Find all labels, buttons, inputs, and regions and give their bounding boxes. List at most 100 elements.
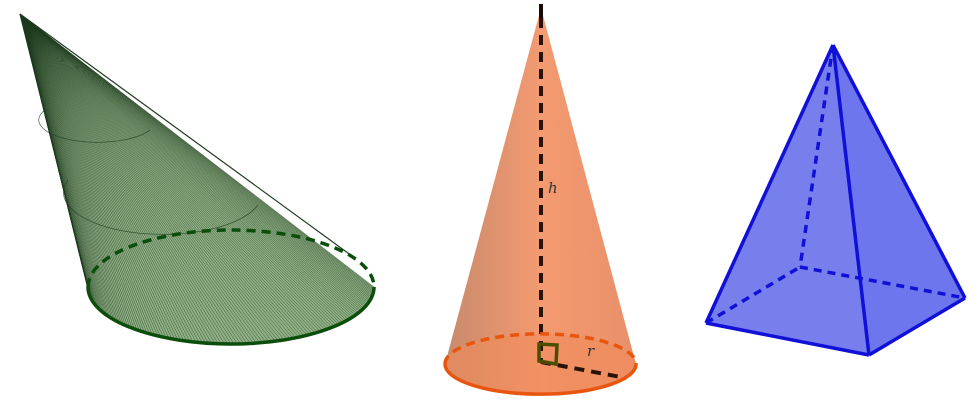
ruling-line xyxy=(19,13,363,310)
right-cone-radius xyxy=(540,360,627,380)
ruling-line xyxy=(19,13,179,340)
ruling-line xyxy=(19,13,297,338)
ruling-line xyxy=(19,13,161,337)
ruling-line xyxy=(19,13,235,345)
radius-label: r xyxy=(587,342,595,360)
ruling-line xyxy=(19,13,150,334)
ruling-line xyxy=(19,13,197,343)
ruling-line xyxy=(19,13,219,344)
ruling-line xyxy=(19,13,313,335)
ruling-line xyxy=(19,13,343,323)
pyramid-edge-apex-left xyxy=(704,44,835,324)
right-cone-base-back-dashed xyxy=(443,332,638,365)
pyramid-hidden-edge-left xyxy=(705,265,801,325)
ruling-line xyxy=(19,13,335,327)
ruling-line xyxy=(19,13,364,309)
ruling-line xyxy=(19,13,273,342)
ruling-line xyxy=(19,13,294,339)
ruling-line xyxy=(19,13,326,331)
ruling-line xyxy=(19,13,333,328)
ruling-line xyxy=(19,13,305,337)
ruling-line xyxy=(19,13,158,336)
ruling-line xyxy=(19,13,128,327)
ruling-line xyxy=(19,13,145,333)
ruling-line xyxy=(19,13,328,330)
ruling-line xyxy=(19,13,143,332)
ruling-line xyxy=(19,13,248,344)
ruling-line xyxy=(19,13,170,339)
ruling-line xyxy=(19,13,316,334)
ruling-line xyxy=(19,13,282,341)
ruling-line xyxy=(19,13,120,323)
ruling-line xyxy=(19,13,285,341)
ruling-line xyxy=(19,13,375,288)
right-angle-marker xyxy=(537,342,559,367)
square-pyramid xyxy=(704,44,967,357)
ruling-line xyxy=(19,13,135,330)
ruling-line xyxy=(19,13,254,344)
ruling-line xyxy=(19,13,222,345)
right-cone: h r xyxy=(443,4,638,396)
ruling-line xyxy=(19,13,299,338)
ruling-line xyxy=(19,13,351,319)
ruling-line xyxy=(19,13,182,341)
right-cone-base-front xyxy=(443,363,638,396)
ruling-line xyxy=(19,13,191,342)
ruling-line xyxy=(19,13,339,325)
ruling-line xyxy=(19,13,347,321)
oblique-cone-hidden-ring-upper xyxy=(38,109,151,143)
ruling-line xyxy=(19,13,263,343)
ruling-line xyxy=(19,13,366,308)
ruling-line xyxy=(19,13,318,333)
oblique-cone-base-front xyxy=(86,286,376,346)
ruling-line xyxy=(19,13,118,322)
ruling-line xyxy=(19,13,308,336)
ruling-line xyxy=(19,13,358,315)
right-cone-surface xyxy=(445,8,636,395)
ruling-line xyxy=(19,13,140,331)
ruling-line xyxy=(19,13,156,336)
pyramid-visible-edges xyxy=(704,44,967,357)
pyramid-edge-apex-front xyxy=(831,44,871,356)
ruling-line xyxy=(19,13,267,343)
ruling-line xyxy=(19,13,164,338)
ruling-line xyxy=(19,13,345,322)
ruling-line xyxy=(19,13,126,326)
ruling-line xyxy=(19,13,291,340)
ruling-line xyxy=(19,13,276,342)
ruling-line xyxy=(19,13,111,318)
oblique-cone-left-edge xyxy=(19,13,89,288)
oblique-cone xyxy=(19,13,376,346)
ruling-line xyxy=(19,13,167,338)
ruling-line xyxy=(19,13,257,344)
pyramid-edge-apex-right xyxy=(831,44,967,299)
ruling-line xyxy=(19,13,244,344)
height-label: h xyxy=(548,179,558,197)
ruling-line xyxy=(19,13,302,337)
ruling-line xyxy=(19,13,260,343)
ruling-line xyxy=(19,13,359,314)
pyramid-hidden-edge-apex xyxy=(798,44,835,268)
ruling-line xyxy=(19,13,133,329)
ruling-line xyxy=(19,13,356,316)
oblique-cone-hidden-ring-lower xyxy=(63,179,259,235)
ruling-line xyxy=(19,13,138,330)
pyramid-edge-base-front-left xyxy=(705,321,870,357)
ruling-line xyxy=(19,13,206,344)
right-cone-base-front-fill xyxy=(445,333,636,395)
ruling-line xyxy=(19,13,188,342)
ruling-line xyxy=(19,13,116,321)
ruling-line xyxy=(19,13,370,302)
ruling-line xyxy=(19,13,279,341)
ruling-line xyxy=(19,13,349,320)
ruling-line xyxy=(19,13,330,329)
ruling-line xyxy=(19,13,148,334)
ruling-line xyxy=(19,13,176,340)
ruling-line xyxy=(19,13,209,344)
ruling-line xyxy=(19,13,200,343)
ruling-line xyxy=(19,13,353,318)
pyramid-edge-base-front-right xyxy=(868,296,966,357)
ruling-line xyxy=(19,13,228,345)
ruling-line xyxy=(19,13,203,343)
ruling-line xyxy=(19,13,321,332)
